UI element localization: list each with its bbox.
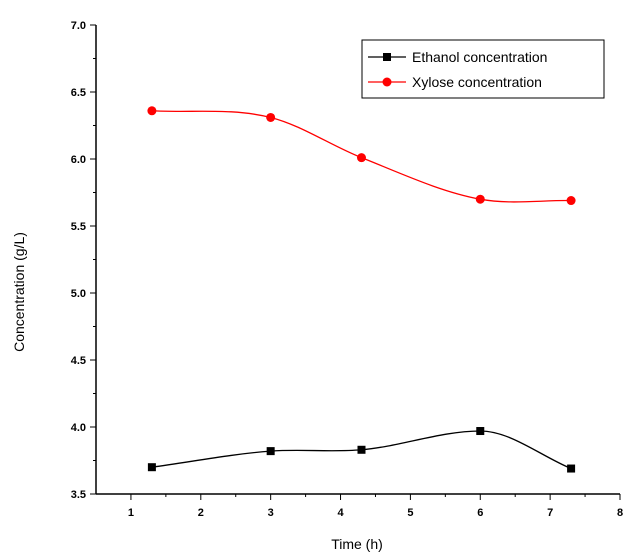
legend-label: Xylose concentration (412, 74, 542, 90)
data-point (266, 112, 276, 122)
x-tick-label: 2 (198, 507, 204, 519)
y-tick-label: 5.0 (71, 288, 86, 300)
data-point (266, 447, 275, 456)
y-tick-label: 4.5 (71, 355, 86, 367)
data-point (475, 194, 485, 204)
legend-marker (383, 53, 391, 61)
legend-item: Ethanol concentration (368, 49, 547, 65)
x-tick-label: 4 (337, 507, 344, 519)
x-tick-label: 6 (477, 507, 483, 519)
x-axis-title: Time (h) (331, 536, 383, 552)
series-1 (147, 106, 576, 206)
data-point (356, 153, 366, 163)
data-point (147, 463, 156, 472)
legend-label: Ethanol concentration (412, 49, 547, 65)
legend-item: Xylose concentration (368, 74, 542, 90)
y-tick-label: 3.5 (71, 489, 86, 501)
data-point (357, 445, 366, 454)
legend-box (361, 39, 605, 99)
x-tick-label: 8 (617, 507, 623, 519)
y-tick-label: 7.0 (71, 20, 86, 32)
x-tick-label: 1 (128, 507, 134, 519)
x-tick-label: 3 (268, 507, 274, 519)
data-point (147, 106, 157, 116)
axes: 1 2 3 4 5 6 7 8 3.5 4.0 4.5 5.0 5.5 6.0 6.5 7.0 (71, 20, 623, 519)
y-tick-label: 6.5 (71, 87, 86, 99)
data-point (476, 427, 485, 436)
x-tick-label: 5 (407, 507, 413, 519)
series-layer (147, 106, 576, 473)
x-tick-label: 7 (547, 507, 553, 519)
legend-marker (382, 77, 392, 87)
y-tick-label: 5.5 (71, 221, 86, 233)
data-point (566, 196, 576, 206)
data-point (567, 464, 576, 473)
y-tick-label: 4.0 (71, 422, 86, 434)
y-axis-title: Concentration (g/L) (11, 232, 27, 352)
y-tick-label: 6.0 (71, 154, 86, 166)
legend: Ethanol concentration Xylose concentratio… (361, 39, 605, 99)
series-0 (147, 427, 576, 473)
